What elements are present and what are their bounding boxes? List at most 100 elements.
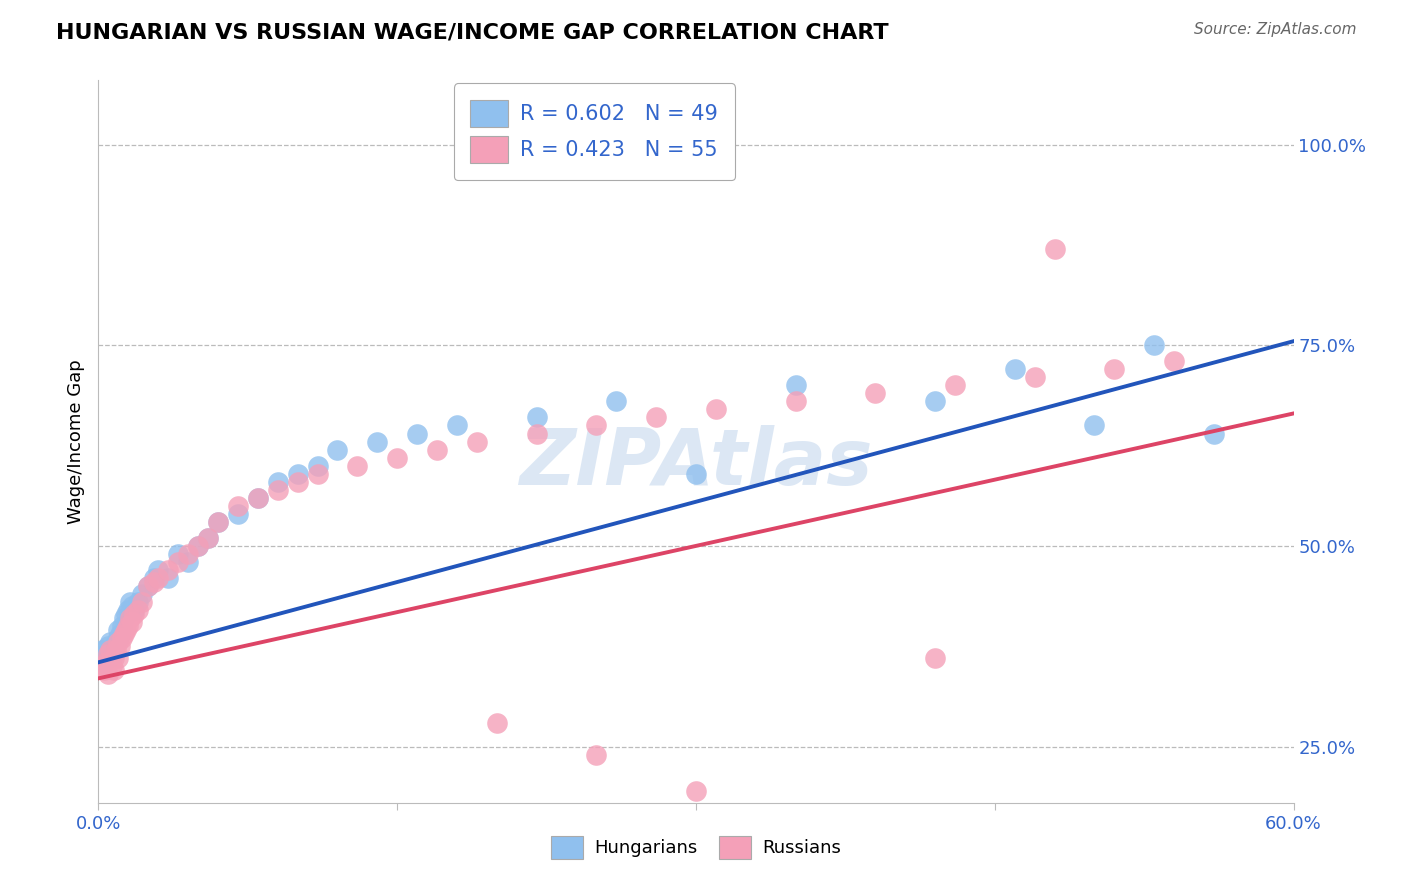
- Point: [157, 563, 180, 577]
- Point: [103, 640, 125, 654]
- Point: [685, 467, 707, 481]
- Point: [121, 599, 143, 614]
- Point: [148, 571, 170, 585]
- Point: [110, 627, 132, 641]
- Point: [115, 623, 138, 637]
- Point: [167, 547, 190, 561]
- Point: [1163, 354, 1185, 368]
- Point: [326, 442, 349, 457]
- Point: [127, 595, 149, 609]
- Point: [105, 643, 128, 657]
- Point: [107, 651, 129, 665]
- Point: [101, 643, 124, 657]
- Point: [96, 655, 118, 669]
- Point: [865, 386, 887, 401]
- Point: [112, 611, 135, 625]
- Point: [426, 442, 449, 457]
- Point: [111, 619, 134, 633]
- Point: [111, 632, 134, 646]
- Point: [246, 491, 269, 505]
- Point: [148, 563, 170, 577]
- Point: [1024, 370, 1046, 384]
- Point: [97, 651, 120, 665]
- Point: [98, 635, 122, 649]
- Point: [131, 587, 153, 601]
- Point: [1043, 242, 1066, 256]
- Point: [197, 531, 219, 545]
- Point: [226, 507, 249, 521]
- Point: [1143, 338, 1166, 352]
- Point: [385, 450, 409, 465]
- Point: [117, 619, 139, 633]
- Point: [101, 659, 124, 673]
- Point: [226, 499, 249, 513]
- Point: [105, 635, 128, 649]
- Point: [121, 615, 143, 630]
- Point: [97, 648, 120, 662]
- Point: [585, 747, 607, 762]
- Point: [526, 426, 548, 441]
- Point: [143, 571, 166, 585]
- Point: [785, 378, 807, 392]
- Point: [107, 632, 129, 646]
- Point: [131, 595, 153, 609]
- Point: [157, 571, 180, 585]
- Point: [97, 640, 120, 654]
- Point: [785, 394, 807, 409]
- Point: [207, 515, 229, 529]
- Point: [107, 623, 129, 637]
- Point: [207, 515, 229, 529]
- Point: [287, 467, 309, 481]
- Point: [107, 635, 129, 649]
- Point: [526, 410, 548, 425]
- Point: [120, 611, 142, 625]
- Point: [177, 547, 200, 561]
- Text: ZIPAtlas: ZIPAtlas: [519, 425, 873, 501]
- Point: [177, 555, 200, 569]
- Point: [924, 651, 946, 665]
- Legend: Hungarians, Russians: Hungarians, Russians: [544, 829, 848, 866]
- Point: [267, 475, 290, 489]
- Point: [346, 458, 368, 473]
- Point: [1083, 418, 1105, 433]
- Point: [307, 458, 329, 473]
- Point: [93, 655, 115, 669]
- Point: [103, 664, 125, 678]
- Point: [585, 418, 607, 433]
- Point: [446, 418, 468, 433]
- Point: [287, 475, 309, 489]
- Point: [1004, 362, 1026, 376]
- Point: [167, 555, 190, 569]
- Point: [1104, 362, 1126, 376]
- Point: [93, 664, 115, 678]
- Text: HUNGARIAN VS RUSSIAN WAGE/INCOME GAP CORRELATION CHART: HUNGARIAN VS RUSSIAN WAGE/INCOME GAP COR…: [56, 22, 889, 42]
- Point: [98, 643, 122, 657]
- Point: [124, 607, 146, 622]
- Point: [685, 784, 707, 798]
- Point: [704, 402, 727, 417]
- Point: [136, 579, 159, 593]
- Point: [143, 575, 166, 590]
- Point: [103, 651, 125, 665]
- Point: [97, 667, 120, 681]
- Point: [115, 607, 138, 622]
- Point: [1202, 426, 1225, 441]
- Point: [924, 394, 946, 409]
- Point: [485, 715, 508, 730]
- Point: [91, 659, 114, 673]
- Point: [605, 394, 627, 409]
- Point: [366, 434, 388, 449]
- Point: [197, 531, 219, 545]
- Point: [187, 539, 209, 553]
- Point: [136, 579, 159, 593]
- Point: [307, 467, 329, 481]
- Point: [187, 539, 209, 553]
- Point: [127, 603, 149, 617]
- Point: [246, 491, 269, 505]
- Point: [103, 648, 125, 662]
- Point: [645, 410, 668, 425]
- Point: [406, 426, 429, 441]
- Point: [124, 603, 146, 617]
- Point: [465, 434, 488, 449]
- Point: [112, 627, 135, 641]
